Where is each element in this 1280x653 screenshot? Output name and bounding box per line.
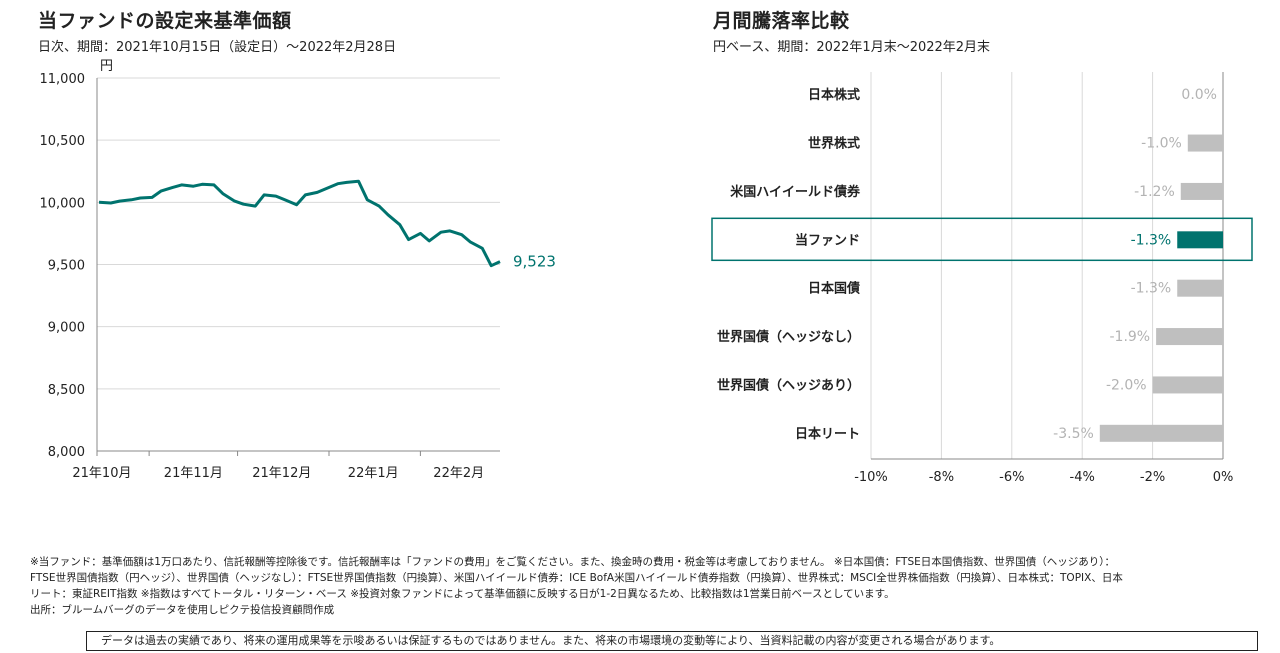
- category-label: 米国ハイイールド債券: [730, 184, 861, 200]
- end-value-label: 9,523: [513, 253, 556, 271]
- category-label: 当ファンド: [795, 232, 860, 248]
- y-tick-label: 10,500: [40, 134, 86, 149]
- line-chart-subtitle: 日次、期間：2021年10月15日（設定日）～2022年2月28日: [38, 40, 397, 55]
- x-tick-label: 22年1月: [348, 466, 399, 481]
- x-tick-label: -6%: [999, 470, 1024, 485]
- y-tick-label: 8,500: [48, 383, 85, 398]
- value-label: -3.5%: [1053, 426, 1094, 442]
- x-tick-label: -8%: [929, 470, 954, 485]
- footnote-line: ※当ファンド：基準価額は1万口あたり、信託報酬等控除後です。信託報酬率は「ファン…: [30, 556, 1116, 568]
- value-label: -1.9%: [1109, 329, 1150, 345]
- category-label: 世界株式: [808, 136, 860, 152]
- value-label: 0.0%: [1181, 87, 1217, 103]
- category-label: 日本国債: [808, 281, 860, 297]
- bar: [1177, 279, 1223, 297]
- nav-series-line: [98, 179, 501, 268]
- x-tick-label: 22年2月: [433, 466, 484, 481]
- category-label: 世界国債（ヘッジなし）: [717, 329, 860, 345]
- line-chart-title: 当ファンドの設定来基準価額: [38, 10, 292, 32]
- value-label: -2.0%: [1106, 377, 1147, 393]
- y-unit-label: 円: [100, 59, 113, 74]
- bar-chart-subtitle: 円ベース、期間：2022年1月末～2022年2月末: [713, 40, 991, 55]
- disclaimer-box: データは過去の実績であり、将来の運用成果等を示唆あるいは保証するものではありませ…: [86, 631, 1258, 651]
- y-tick-label: 9,000: [48, 321, 85, 336]
- bar: [1187, 134, 1223, 152]
- value-label: -1.3%: [1131, 232, 1172, 248]
- bar: [1156, 328, 1223, 346]
- x-tick-label: 21年12月: [252, 466, 311, 481]
- value-label: -1.2%: [1134, 184, 1175, 200]
- bar-chart-title: 月間騰落率比較: [713, 10, 850, 32]
- y-tick-label: 8,000: [48, 445, 85, 460]
- bar: [1099, 424, 1223, 442]
- category-label: 日本株式: [808, 87, 860, 103]
- x-tick-label: 21年10月: [72, 466, 131, 481]
- category-label: 日本リート: [795, 426, 860, 442]
- x-tick-label: 21年11月: [164, 466, 223, 481]
- x-tick-label: 0%: [1213, 470, 1234, 485]
- category-label: 世界国債（ヘッジあり）: [717, 377, 860, 393]
- y-tick-label: 11,000: [40, 72, 86, 87]
- value-label: -1.0%: [1141, 136, 1182, 152]
- y-tick-label: 10,000: [40, 196, 86, 211]
- highlight-frame: [711, 217, 1253, 262]
- return-bar-chart: -10% -8% -6% -4% -2% 0% 日本株式 0.0% 世界株式 -1.0% 米国ハイイ…: [711, 72, 1253, 485]
- y-tick-label: 9,500: [48, 259, 85, 274]
- value-label: -1.3%: [1131, 281, 1172, 297]
- bar: [1177, 231, 1223, 249]
- x-tick-label: -4%: [1070, 470, 1095, 485]
- nav-line-chart: 11,000 10,500 10,000 9,500 9,000 8,500 8,000 円 2…: [40, 59, 556, 481]
- footnote-line: 出所：ブルームバーグのデータを使用しピクテ投信投資顧問作成: [30, 604, 335, 616]
- footnote-line: リート：東証REIT指数 ※指数はすべてトータル・リターン・ベース ※投資対象フ…: [30, 588, 895, 600]
- x-tick-label: -10%: [854, 470, 888, 485]
- x-tick-label: -2%: [1140, 470, 1165, 485]
- footnote-line: FTSE世界国債指数（円ヘッジ）、世界国債（ヘッジなし）：FTSE世界国債指数（…: [30, 572, 1123, 584]
- bar: [1180, 182, 1223, 200]
- bar: [1152, 376, 1223, 394]
- footnotes: ※当ファンド：基準価額は1万口あたり、信託報酬等控除後です。信託報酬率は「ファン…: [30, 554, 1275, 618]
